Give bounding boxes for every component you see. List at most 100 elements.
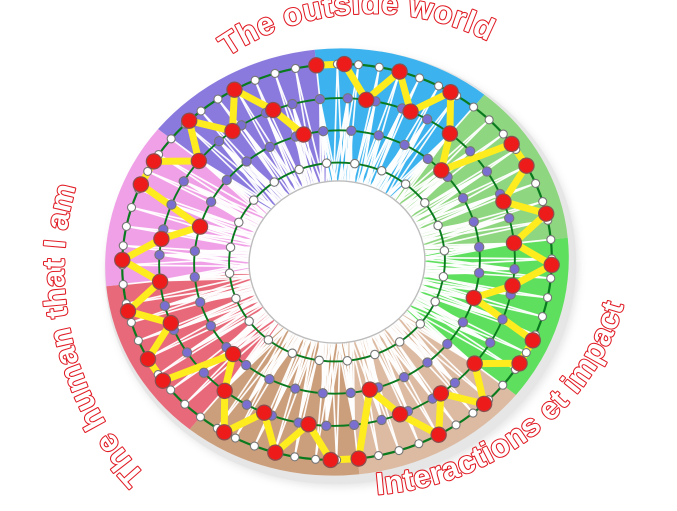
node-highlight (265, 101, 282, 119)
node-mid (287, 98, 298, 110)
node-default (350, 158, 360, 169)
node-default (248, 195, 259, 205)
node-mid (398, 372, 410, 383)
node-default (224, 268, 235, 279)
node-mid (422, 153, 433, 165)
node-mid (485, 337, 496, 348)
node-highlight (226, 81, 243, 98)
node-default (234, 217, 244, 228)
node-mid (399, 139, 410, 151)
node-default (213, 94, 223, 104)
node-highlight (361, 381, 378, 398)
node-default (353, 60, 363, 70)
node-mid (221, 174, 232, 186)
node-highlight (504, 277, 521, 294)
node-mid (509, 263, 520, 275)
node-default (290, 63, 301, 73)
node-mid (474, 241, 485, 253)
node-default (342, 356, 353, 366)
node-highlight (465, 289, 482, 307)
node-highlight (267, 444, 284, 461)
node-highlight (503, 135, 520, 153)
node-default (469, 102, 479, 112)
node-mid (468, 216, 479, 227)
node-highlight (433, 162, 450, 179)
node-default (498, 129, 508, 139)
node-default (414, 439, 424, 449)
node-default (420, 198, 430, 208)
node-mid (465, 146, 476, 157)
node-default (249, 441, 259, 451)
node-mid (314, 93, 326, 105)
node-default (225, 242, 236, 253)
node-mid (189, 245, 200, 257)
node-mid (205, 320, 217, 332)
node-mid (321, 420, 332, 431)
node-default (126, 202, 137, 213)
node-default (394, 337, 405, 347)
node-highlight (402, 103, 419, 120)
node-highlight (543, 256, 560, 274)
node-highlight (322, 451, 339, 469)
node-highlight (191, 218, 209, 235)
node-mid (264, 141, 276, 152)
node-default (546, 234, 556, 245)
node-mid (474, 267, 485, 279)
node-default (415, 319, 426, 329)
node-default (290, 452, 300, 462)
node-mid (376, 414, 387, 426)
node-mid (154, 249, 165, 261)
node-highlight (358, 91, 375, 109)
node-mid (195, 297, 206, 308)
node-default (244, 316, 254, 326)
node-highlight (154, 372, 172, 389)
node-default (195, 412, 205, 422)
node-mid (264, 373, 275, 385)
node-mid (342, 93, 353, 104)
node-mid (457, 192, 469, 204)
node-default (439, 245, 450, 256)
node-default (373, 451, 384, 461)
node-highlight (145, 153, 163, 170)
node-default (394, 446, 404, 456)
node-default (196, 106, 206, 116)
node-default (430, 296, 440, 307)
node-default (269, 177, 280, 187)
node-default (370, 349, 380, 360)
node-default (230, 433, 240, 443)
node-highlight (505, 234, 523, 252)
network-nodes (114, 55, 560, 469)
node-default (270, 68, 280, 78)
node-default (166, 134, 176, 144)
node-default (543, 293, 553, 303)
node-default (484, 115, 494, 125)
node-mid (422, 114, 433, 125)
node-mid (205, 196, 217, 207)
node-mid (198, 367, 209, 378)
node-default (294, 164, 304, 175)
node-highlight (119, 303, 137, 320)
node-highlight (441, 125, 459, 142)
node-default (376, 166, 387, 176)
node-mid (348, 419, 360, 431)
node-highlight (466, 355, 483, 372)
node-default (118, 279, 128, 290)
highlight-path-line (118, 60, 556, 464)
node-default (231, 293, 241, 304)
node-mid (497, 314, 508, 325)
node-default (537, 311, 548, 322)
node-mid (422, 357, 433, 368)
node-highlight (190, 152, 208, 170)
node-mid (318, 126, 329, 137)
node-mid (346, 125, 357, 136)
node-highlight (216, 424, 233, 441)
node-highlight (391, 406, 409, 423)
node-highlight (336, 55, 353, 73)
node-mid (213, 136, 225, 147)
node-default (166, 385, 176, 395)
node-highlight (255, 404, 273, 421)
node-highlight (224, 122, 241, 140)
node-highlight (430, 426, 447, 443)
node-default (451, 420, 461, 430)
